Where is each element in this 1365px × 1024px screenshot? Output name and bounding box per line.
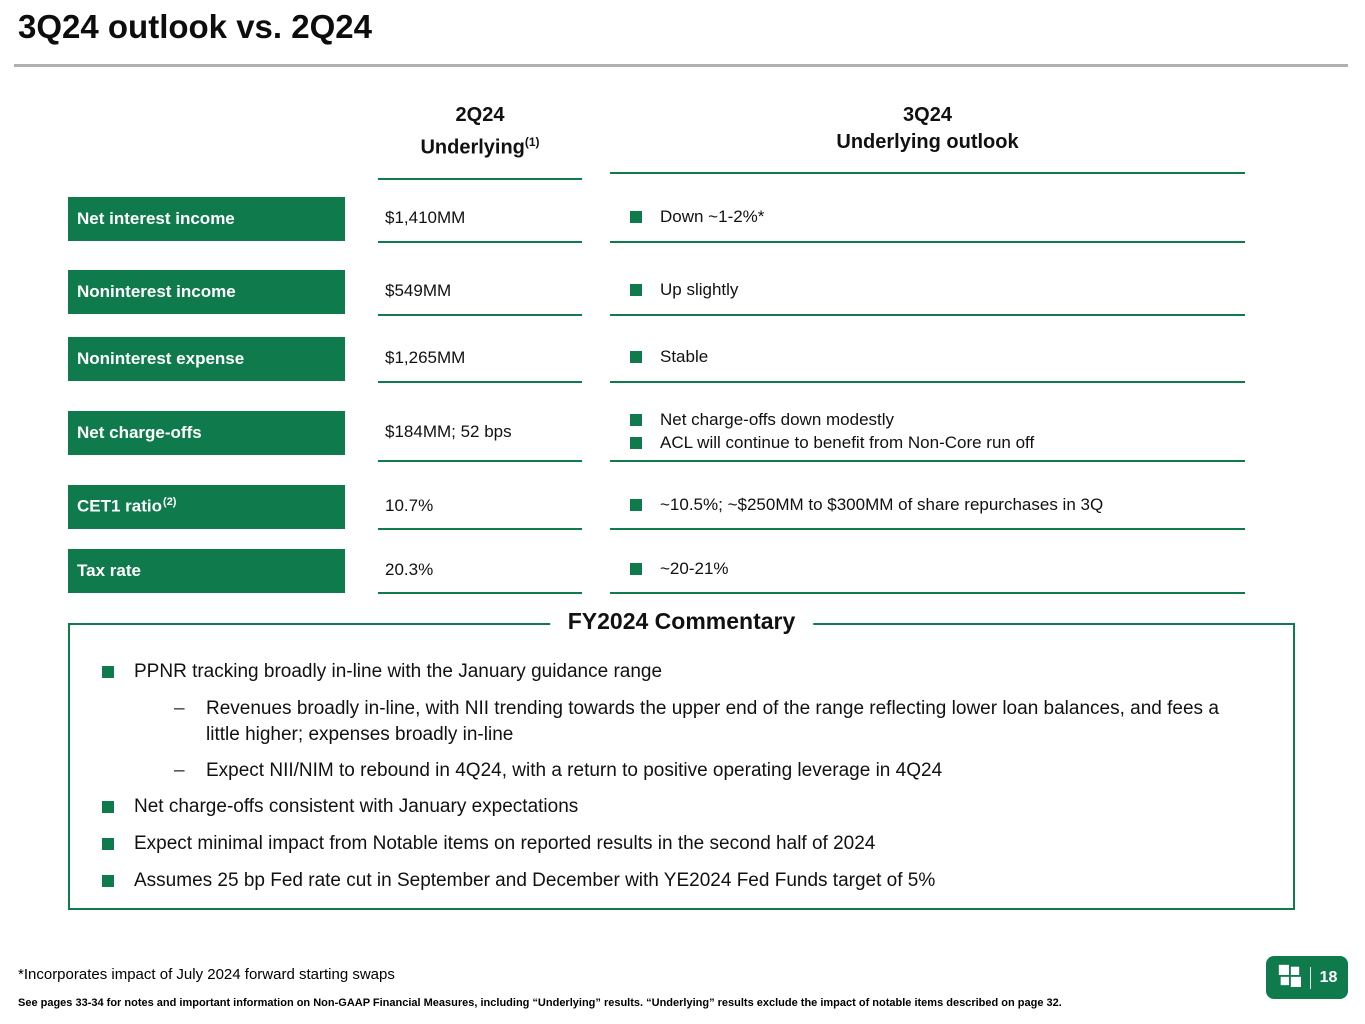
commentary-sub-bullet: Revenues broadly in-line, with NII trend… — [174, 696, 1251, 748]
row-outlook: Net charge-offs down modestly ACL will c… — [610, 404, 1245, 462]
footnote-swaps: *Incorporates impact of July 2024 forwar… — [18, 966, 395, 983]
bullet-icon — [630, 498, 642, 511]
commentary-box: FY2024 Commentary PPNR tracking broadly … — [68, 608, 1295, 910]
row-value: $184MM; 52 bps — [378, 404, 582, 462]
bullet-icon — [102, 875, 114, 887]
row-label-box: Tax rate — [68, 548, 345, 593]
column-header-3q24: 3Q24 Underlying outlook — [610, 102, 1245, 174]
dash-icon — [174, 696, 186, 748]
bullet-icon — [630, 413, 642, 426]
bullet-icon — [630, 350, 642, 363]
row-label: Net charge-offs — [77, 423, 202, 442]
commentary-title: FY2024 Commentary — [549, 608, 814, 635]
row-outlook: Up slightly — [610, 267, 1245, 316]
page-title: 3Q24 outlook vs. 2Q24 — [18, 8, 372, 45]
row-value: $549MM — [378, 267, 582, 316]
column-header-2q24-line2: Underlying(1) — [420, 135, 540, 159]
column-header-3q24-line2: Underlying outlook — [836, 131, 1019, 153]
table-row-cet1-ratio: CET1 ratio(2) 10.7% ~10.5%; ~$250MM to $… — [68, 483, 1245, 530]
commentary-bullet: Assumes 25 bp Fed rate cut in September … — [102, 868, 1251, 894]
row-value: $1,410MM — [378, 194, 582, 243]
bullet-icon — [630, 210, 642, 223]
commentary-sub-bullet: Expect NII/NIM to rebound in 4Q24, with … — [174, 758, 1251, 784]
row-label: Net interest income — [77, 208, 235, 228]
table-row-noninterest-income: Noninterest income $549MM Up slightly — [68, 267, 1245, 316]
page-number: 18 — [1319, 968, 1338, 986]
bullet-icon — [630, 562, 642, 575]
row-outlook: Down ~1-2%* — [610, 194, 1245, 243]
row-label-box: Noninterest expense — [68, 336, 345, 381]
row-label-box: Net charge-offs — [68, 411, 345, 455]
row-label: Noninterest income — [77, 281, 236, 301]
row-value: 20.3% — [378, 547, 582, 594]
row-value: $1,265MM — [378, 334, 582, 383]
table-row-noninterest-expense: Noninterest expense $1,265MM Stable — [68, 334, 1245, 383]
logo-divider — [1309, 966, 1311, 989]
dash-icon — [174, 758, 186, 784]
column-header-2q24-line1: 2Q24 — [455, 104, 505, 126]
citizens-logo-icon — [1277, 963, 1301, 992]
commentary-content: PPNR tracking broadly in-line with the J… — [70, 625, 1293, 894]
footnote-ref-1: (1) — [524, 135, 540, 149]
table-row-net-interest-income: Net interest income $1,410MM Down ~1-2%* — [68, 194, 1245, 243]
row-label-box: Noninterest income — [68, 269, 345, 314]
commentary-bullet: Expect minimal impact from Notable items… — [102, 831, 1251, 857]
title-divider — [14, 64, 1348, 67]
citizens-logo: 18 — [1266, 956, 1348, 999]
bullet-icon — [102, 801, 114, 813]
bullet-icon — [102, 666, 114, 678]
commentary-bullet: Net charge-offs consistent with January … — [102, 794, 1251, 820]
row-outlook: Stable — [610, 334, 1245, 383]
row-label: Tax rate — [77, 560, 141, 580]
row-label: CET1 ratio(2) — [77, 496, 177, 516]
row-value: 10.7% — [378, 483, 582, 530]
row-label-box: CET1 ratio(2) — [68, 484, 345, 529]
commentary-bullet: PPNR tracking broadly in-line with the J… — [102, 659, 1251, 685]
row-outlook: ~20-21% — [610, 547, 1245, 594]
column-header-3q24-line1: 3Q24 — [903, 104, 952, 126]
table-row-net-charge-offs: Net charge-offs $184MM; 52 bps Net charg… — [68, 404, 1245, 462]
footnote-ref-2: (2) — [163, 496, 177, 509]
column-header-2q24: 2Q24 Underlying(1) — [378, 102, 582, 180]
row-label: Noninterest expense — [77, 348, 245, 368]
table-row-tax-rate: Tax rate 20.3% ~20-21% — [68, 547, 1245, 594]
bullet-icon — [102, 838, 114, 850]
footnote-non-gaap: See pages 33-34 for notes and important … — [18, 997, 1062, 1009]
row-label-box: Net interest income — [68, 196, 345, 241]
bullet-icon — [630, 283, 642, 296]
row-outlook: ~10.5%; ~$250MM to $300MM of share repur… — [610, 483, 1245, 530]
bullet-icon — [630, 436, 642, 449]
